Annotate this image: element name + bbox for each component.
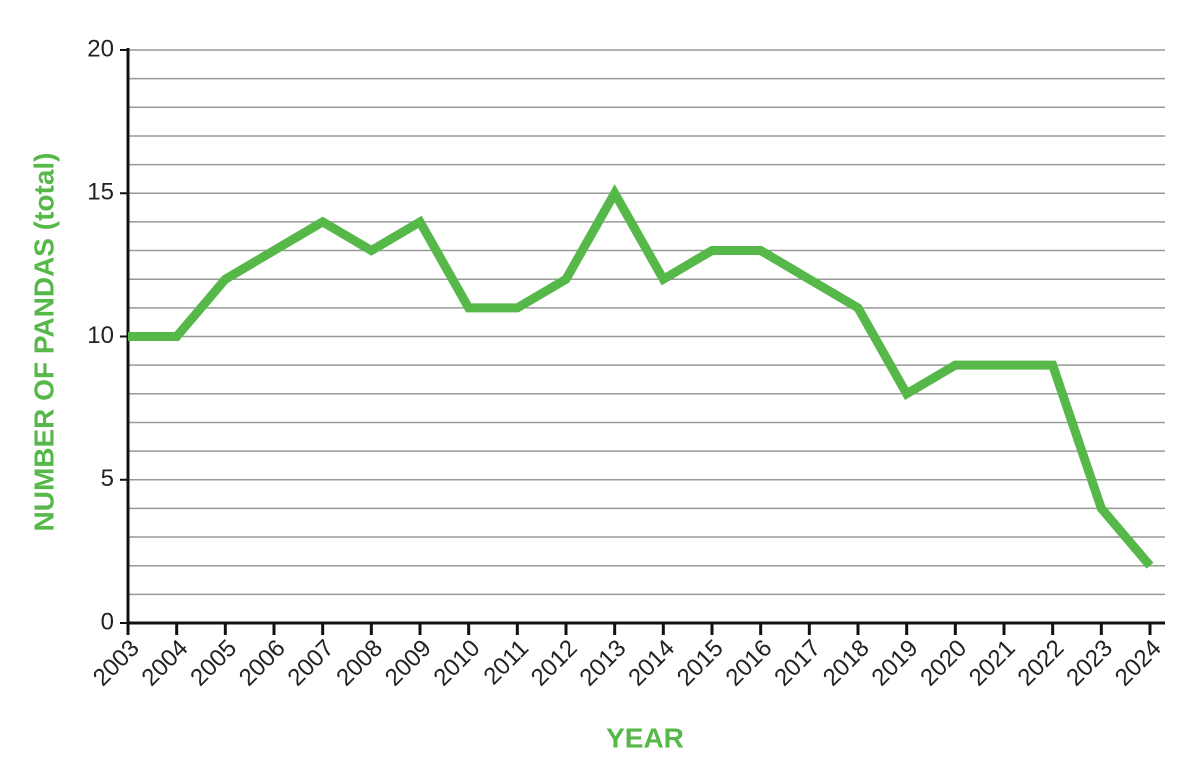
y-tick-label: 10 xyxy=(87,322,114,349)
x-tick-label: 2003 xyxy=(88,635,145,692)
x-tick-label: 2021 xyxy=(964,635,1021,692)
x-tick-label: 2014 xyxy=(623,635,680,692)
x-tick-label: 2020 xyxy=(915,635,972,692)
x-axis-title: YEAR xyxy=(606,722,684,753)
x-tick-label: 2009 xyxy=(380,635,437,692)
x-tick-label: 2019 xyxy=(867,635,924,692)
data-line xyxy=(128,184,1154,569)
y-axis-title: NUMBER OF PANDAS (total) xyxy=(28,152,59,531)
x-tick-label: 2010 xyxy=(429,635,486,692)
y-tick-label: 20 xyxy=(87,35,114,62)
y-tick-label: 15 xyxy=(87,179,114,206)
x-tick-label: 2024 xyxy=(1110,635,1167,692)
x-tick-label: 2012 xyxy=(526,635,583,692)
x-tick-label: 2011 xyxy=(478,635,534,691)
x-tick-label: 2023 xyxy=(1061,635,1118,692)
x-tick-label: 2005 xyxy=(185,635,242,692)
x-tick-label: 2018 xyxy=(818,635,875,692)
x-tick-label: 2013 xyxy=(575,635,632,692)
x-tick-label: 2007 xyxy=(283,635,340,692)
y-tick-label: 0 xyxy=(101,608,114,635)
x-tick-label: 2016 xyxy=(721,635,778,692)
x-tick-label: 2008 xyxy=(331,635,388,692)
y-tick-label: 5 xyxy=(101,465,114,492)
x-tick-label: 2015 xyxy=(672,635,729,692)
x-tick-label: 2017 xyxy=(769,635,826,692)
x-tick-label: 2022 xyxy=(1013,635,1070,692)
x-tick-label: 2004 xyxy=(137,635,194,692)
x-tick-label: 2006 xyxy=(234,635,291,692)
